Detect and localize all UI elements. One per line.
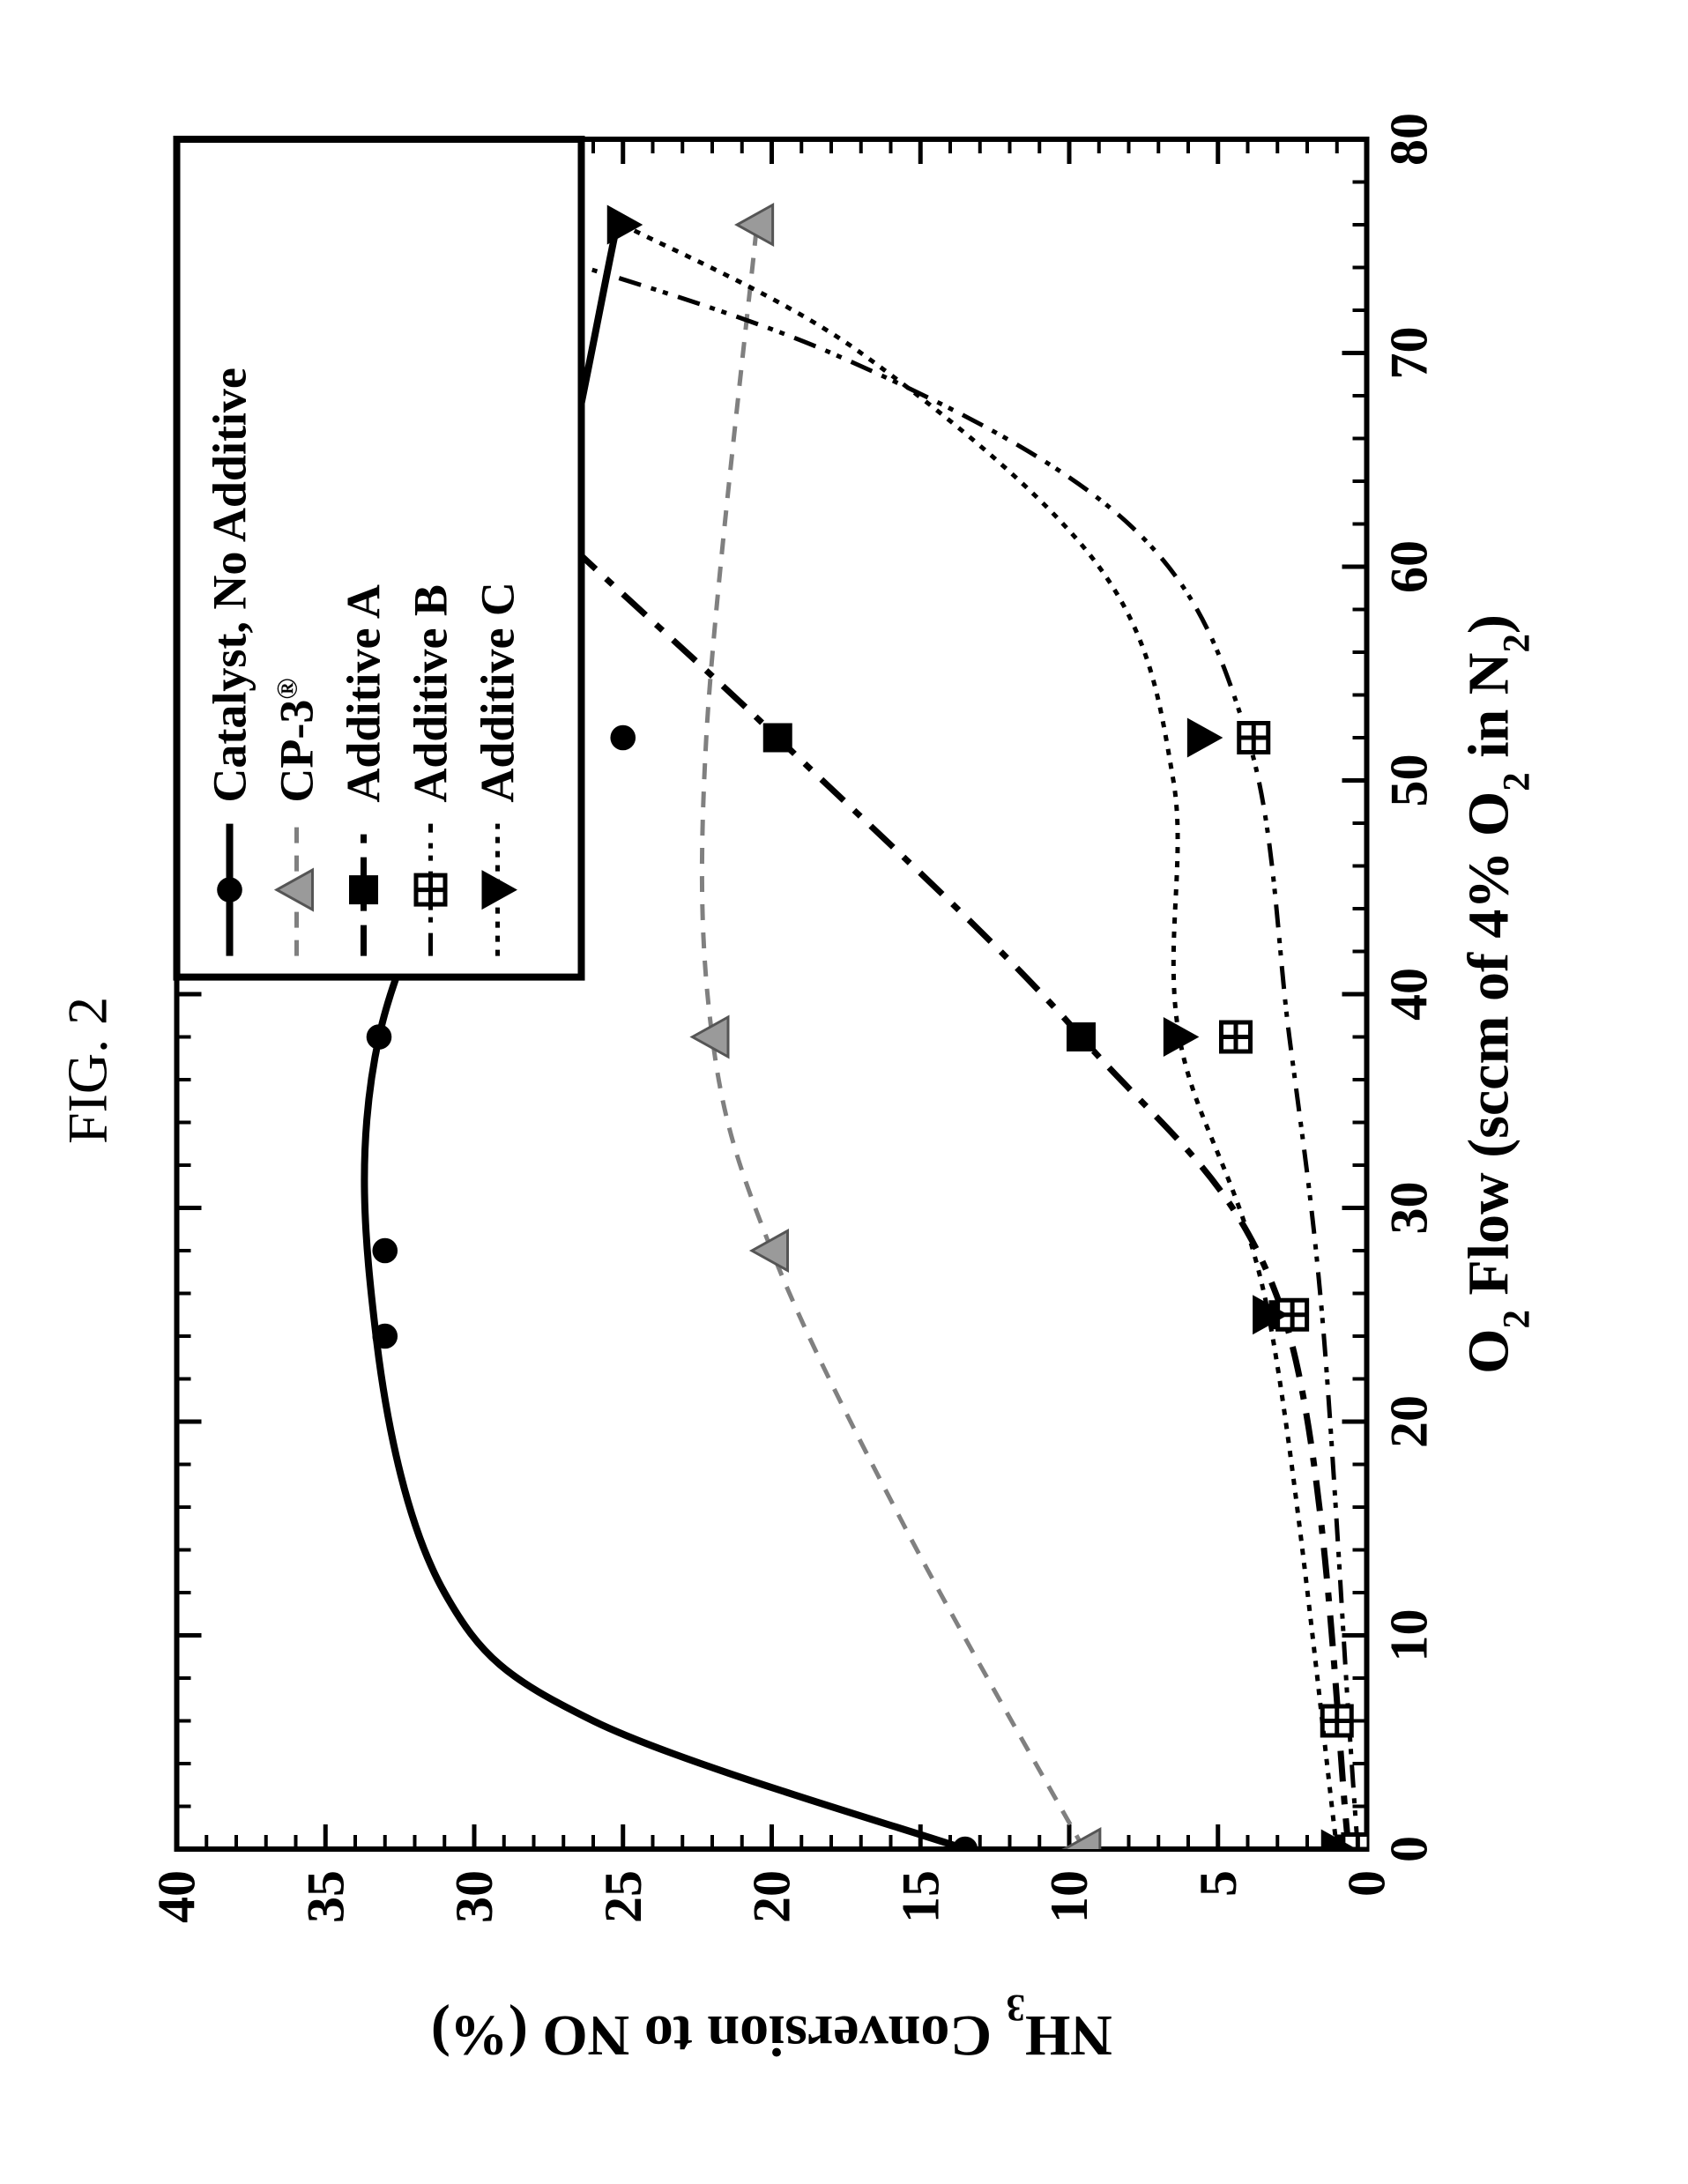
y-tick-label: 30 [445,1870,503,1923]
x-axis-title: O2 Flow (sccm of 4% O2 in N2) [1456,614,1537,1374]
legend-label: Additive C [471,582,524,803]
x-tick-label: 80 [1379,113,1438,166]
y-tick-label: 5 [1188,1870,1246,1897]
figure-title: FIG. 2 [56,997,118,1144]
x-tick-label: 20 [1379,1395,1438,1448]
marker-square [762,724,792,753]
series-line-cp3 [702,225,1083,1849]
y-tick-label: 0 [1337,1870,1395,1897]
x-tick-label: 50 [1379,754,1438,807]
x-tick-label: 40 [1379,968,1438,1021]
x-tick-label: 10 [1379,1609,1438,1662]
legend-label: Additive B [404,584,457,803]
legend-label: Catalyst, No Additive [203,368,256,803]
marker-circle [952,1837,978,1862]
x-tick-label: 30 [1379,1182,1438,1235]
y-axis-title: NH3 Conversion to NO (%) [430,1987,1112,2069]
x-tick-label: 70 [1379,327,1438,380]
marker-square [349,875,378,904]
y-tick-label: 25 [593,1870,651,1923]
marker-circle [372,1238,398,1264]
marker-circle [610,725,636,751]
marker-square [1067,1022,1096,1051]
y-tick-label: 35 [296,1870,354,1923]
x-tick-label: 0 [1379,1836,1438,1862]
y-tick-label: 10 [1040,1870,1098,1923]
y-tick-label: 15 [891,1870,949,1923]
marker-circle [366,1024,391,1050]
marker-triangle-down [606,205,643,245]
y-tick-label: 40 [147,1870,205,1923]
y-tick-label: 20 [742,1870,800,1923]
marker-triangle-down [1186,718,1223,758]
marker-triangle-down [1163,1017,1199,1057]
legend-label: Additive A [337,584,390,803]
chart-canvas: FIG. 2 0 10 20 30 40 50 60 70 80 0 5 10 15 20 25 30 35 40 O… [0,0,1688,2184]
x-tick-label: 60 [1379,540,1438,593]
marker-triangle [752,1231,788,1271]
series-cp3 [692,205,1099,1869]
legend: Catalyst, No AdditiveCP-3®Additive AAddi… [176,139,581,977]
